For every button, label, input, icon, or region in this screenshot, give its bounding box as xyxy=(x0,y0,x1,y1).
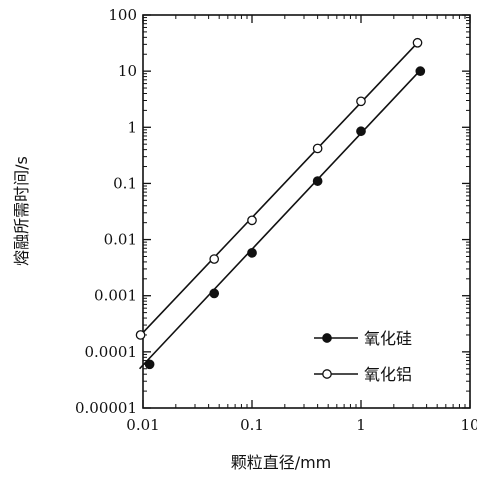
x-tick-label: 1 xyxy=(356,416,366,434)
x-tick-label: 0.01 xyxy=(126,416,159,434)
legend-marker xyxy=(322,333,332,343)
y-tick-label: 0.01 xyxy=(104,231,137,249)
series-1-point xyxy=(312,176,323,186)
tick-labels: 0.01 0.1 1 10 0.00001 0.0001 0.001 0.01 0.1 1 10 10… xyxy=(75,6,477,434)
series-1-point xyxy=(144,359,155,370)
series-2-point xyxy=(209,254,220,264)
series-2-point xyxy=(247,215,257,226)
series-2-fit-line xyxy=(138,40,420,337)
series-1-point xyxy=(415,66,426,76)
series-2-point xyxy=(356,96,366,107)
legend-label: 氧化硅 xyxy=(364,329,412,348)
x-tick-label: 0.1 xyxy=(240,416,264,434)
legend-marker xyxy=(322,369,332,379)
plot-frame xyxy=(142,14,471,409)
y-tick-label: 0.0001 xyxy=(85,343,138,361)
series-1-point xyxy=(247,248,257,258)
y-tick-label: 0.1 xyxy=(113,174,137,192)
y-tick-label: 100 xyxy=(108,6,137,24)
series-1-fit-line xyxy=(138,68,423,370)
axis-ticks xyxy=(142,14,471,409)
x-axis-title: 颗粒直径/mm xyxy=(231,453,332,472)
series-2-point xyxy=(412,37,423,48)
series-1-point xyxy=(356,126,366,137)
fit-lines xyxy=(138,40,423,370)
y-tick-label: 1 xyxy=(127,118,137,136)
y-tick-label: 0.00001 xyxy=(75,399,137,417)
data-points xyxy=(135,37,426,370)
y-tick-label: 10 xyxy=(118,62,137,80)
legend-label: 氧化铝 xyxy=(364,365,412,384)
x-tick-label: 10 xyxy=(460,416,477,434)
series-2-point xyxy=(312,143,323,154)
series-2-point xyxy=(135,330,146,340)
y-tick-label: 0.001 xyxy=(94,287,137,305)
plot-border xyxy=(142,14,471,409)
y-axis-title: 熔融所需时间/s xyxy=(12,156,31,266)
series-1-point xyxy=(209,288,220,299)
